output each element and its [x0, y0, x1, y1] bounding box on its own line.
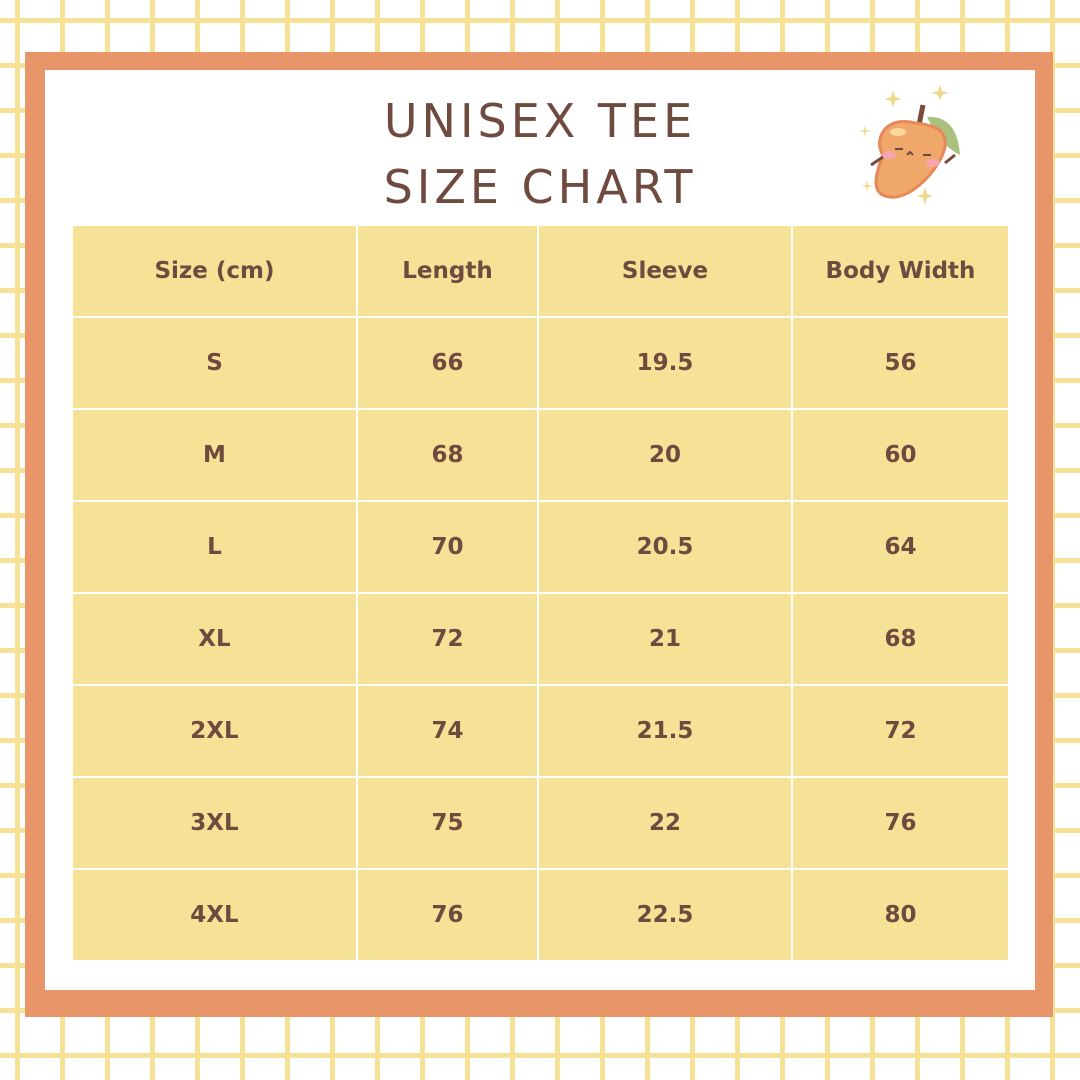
- header-body-width: Body Width: [793, 226, 1008, 316]
- cell-length: 74: [358, 686, 537, 776]
- cell-body-width: 68: [793, 594, 1008, 684]
- page-title: UNISEX TEE SIZE CHART: [0, 88, 1080, 220]
- cell-sleeve: 21.5: [539, 686, 791, 776]
- cell-body-width: 64: [793, 502, 1008, 592]
- cell-size: S: [73, 318, 356, 408]
- table-row: XL 72 21 68: [73, 594, 1008, 684]
- cell-sleeve: 20.5: [539, 502, 791, 592]
- cell-sleeve: 20: [539, 410, 791, 500]
- cell-sleeve: 22.5: [539, 870, 791, 960]
- header-size: Size (cm): [73, 226, 356, 316]
- header-length: Length: [358, 226, 537, 316]
- cell-size: L: [73, 502, 356, 592]
- table-row: 3XL 75 22 76: [73, 778, 1008, 868]
- cell-length: 72: [358, 594, 537, 684]
- cell-length: 75: [358, 778, 537, 868]
- cell-body-width: 76: [793, 778, 1008, 868]
- cell-length: 76: [358, 870, 537, 960]
- cell-sleeve: 22: [539, 778, 791, 868]
- cell-body-width: 72: [793, 686, 1008, 776]
- title-line-1: UNISEX TEE: [383, 94, 697, 148]
- table-header-row: Size (cm) Length Sleeve Body Width: [73, 226, 1008, 316]
- cell-size: 2XL: [73, 686, 356, 776]
- cell-body-width: 56: [793, 318, 1008, 408]
- cell-sleeve: 19.5: [539, 318, 791, 408]
- cell-length: 66: [358, 318, 537, 408]
- mango-mascot-icon: [859, 85, 960, 205]
- cell-body-width: 60: [793, 410, 1008, 500]
- header-sleeve: Sleeve: [539, 226, 791, 316]
- size-chart-table: Size (cm) Length Sleeve Body Width S 66 19…: [71, 224, 1010, 962]
- cell-size: XL: [73, 594, 356, 684]
- table-row: 4XL 76 22.5 80: [73, 870, 1008, 960]
- cell-length: 70: [358, 502, 537, 592]
- table-row: S 66 19.5 56: [73, 318, 1008, 408]
- cell-size: 4XL: [73, 870, 356, 960]
- cell-sleeve: 21: [539, 594, 791, 684]
- cell-body-width: 80: [793, 870, 1008, 960]
- cell-length: 68: [358, 410, 537, 500]
- cell-size: M: [73, 410, 356, 500]
- title-line-2: SIZE CHART: [383, 160, 697, 214]
- table-row: 2XL 74 21.5 72: [73, 686, 1008, 776]
- cell-size: 3XL: [73, 778, 356, 868]
- table-row: M 68 20 60: [73, 410, 1008, 500]
- table-row: L 70 20.5 64: [73, 502, 1008, 592]
